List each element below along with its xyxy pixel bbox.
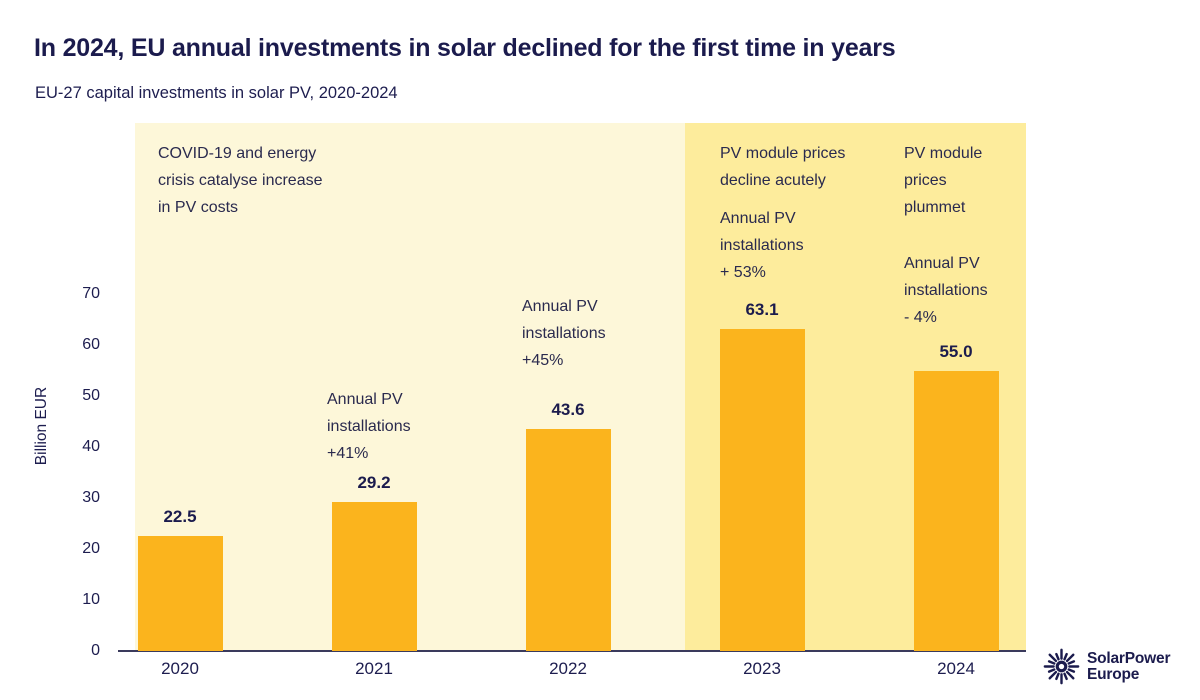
solarpower-europe-logo: SolarPower Europe <box>1043 648 1170 685</box>
x-tick-2021: 2021 <box>355 659 393 678</box>
logo-line1: SolarPower <box>1087 649 1171 667</box>
annotation-line: Annual PV <box>327 391 403 408</box>
y-tick-10: 10 <box>82 591 100 608</box>
y-tick-30: 30 <box>82 489 100 506</box>
annotation-line: plummet <box>904 199 966 216</box>
value-label-2024: 55.0 <box>939 341 973 361</box>
page-subtitle: EU-27 capital investments in solar PV, 2… <box>35 84 398 102</box>
value-label-2023: 63.1 <box>745 300 779 320</box>
sunburst-icon <box>1043 648 1080 685</box>
annotation-line: in PV costs <box>158 199 239 216</box>
bar-2020 <box>137 536 223 651</box>
y-tick-50: 50 <box>82 387 100 404</box>
y-axis-label: Billion EUR <box>33 386 50 466</box>
annotation-line: installations <box>522 325 606 342</box>
annotation-line: + 53% <box>720 264 766 281</box>
y-tick-20: 20 <box>82 540 100 557</box>
annotation-line: Annual PV <box>904 255 980 272</box>
bar-2023 <box>719 329 805 651</box>
annotation-line: - 4% <box>904 309 937 326</box>
bar-2024 <box>913 370 999 651</box>
annotation-line: +45% <box>522 352 564 369</box>
bar-2021 <box>331 502 417 651</box>
annotation-2023-4: Annual PV installations + 53% <box>720 205 804 286</box>
annotation-2024-6: Annual PV installations - 4% <box>904 250 988 331</box>
y-tick-40: 40 <box>82 438 100 455</box>
annotation-line: +41% <box>327 445 369 462</box>
value-label-2022: 43.6 <box>551 399 585 419</box>
annotation-line: installations <box>720 237 804 254</box>
x-tick-2024: 2024 <box>937 659 975 678</box>
annotation-2024-5: PV module prices plummet <box>904 140 982 221</box>
annotation-line: Annual PV <box>522 298 598 315</box>
annotation-line: PV module <box>904 145 983 162</box>
logo-text: SolarPower Europe <box>1087 649 1171 683</box>
annotation-2022-2: Annual PV installations +45% <box>522 293 606 374</box>
y-tick-70: 70 <box>82 285 100 302</box>
y-tick-60: 60 <box>82 336 100 353</box>
x-tick-2023: 2023 <box>743 659 781 678</box>
value-label-2021: 29.2 <box>357 473 391 493</box>
bar-2022 <box>525 428 611 651</box>
annotation-2021-1: Annual PV installations +41% <box>327 386 411 467</box>
annotation-line: installations <box>904 282 988 299</box>
annotation-line: crisis catalyse increase <box>158 172 323 189</box>
annotation-2020-0: COVID-19 and energy crisis catalyse incre… <box>158 140 323 221</box>
annotation-line: installations <box>327 418 411 435</box>
annotation-line: Annual PV <box>720 210 796 227</box>
annotation-line: prices <box>904 172 947 189</box>
x-tick-2020: 2020 <box>161 659 199 678</box>
logo-line2: Europe <box>1087 665 1140 683</box>
annotation-line: decline acutely <box>720 172 826 189</box>
page-title: In 2024, EU annual investments in solar … <box>34 34 896 62</box>
value-label-2020: 22.5 <box>163 507 197 527</box>
annotation-2023-3: PV module prices decline acutely <box>720 140 845 194</box>
annotation-line: COVID-19 and energy <box>158 145 317 162</box>
annotation-line: PV module prices <box>720 145 846 162</box>
x-tick-2022: 2022 <box>549 659 587 678</box>
y-tick-0: 0 <box>91 642 100 659</box>
